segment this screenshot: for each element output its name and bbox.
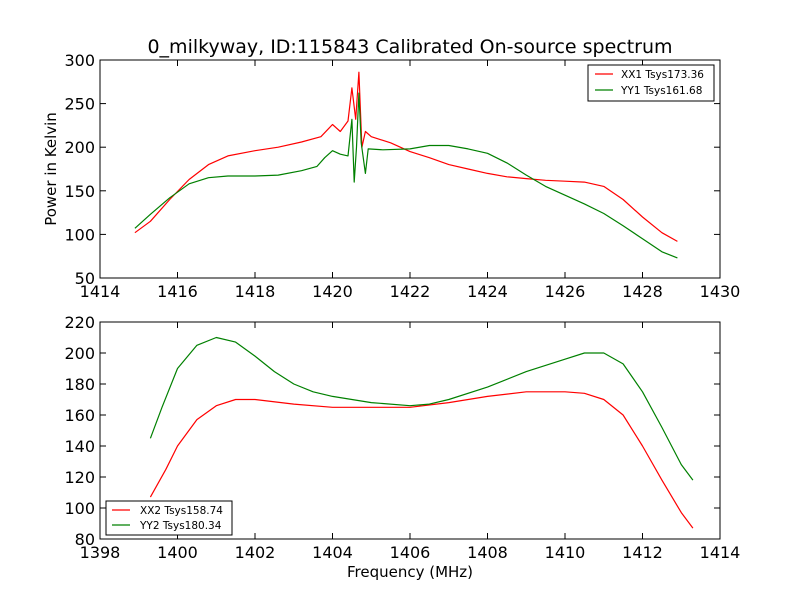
bottom-y-tick-label: 180 [64,375,95,394]
top-x-tick-label: 1424 [467,282,508,301]
bottom-chart-panel: 1398 1400 1402 1404 1406 1408 1410 1412 1414 80 10… [64,313,740,581]
top-legend-box [587,64,715,102]
bottom-axis-ticks: 1398 1400 1402 1404 1406 1408 1410 1412 1414 80 10… [64,313,740,562]
top-y-tick-label: 150 [64,182,95,201]
bottom-x-tick-label: 1402 [235,543,276,562]
top-x-tick-label: 1414 [80,282,121,301]
top-legend: XX1 Tsys173.36 YY1 Tsys161.68 [587,64,715,102]
top-y-tick-label: 100 [64,225,95,244]
bottom-legend: XX2 Tsys158.74 YY2 Tsys180.34 [105,500,233,536]
top-x-tick-label: 1416 [157,282,198,301]
chart-title: 0_milkyway, ID:115843 Calibrated On-sour… [147,36,672,58]
top-y-axis-label: Power in Kelvin [42,112,60,226]
bottom-y-tick-label: 120 [64,468,95,487]
bottom-y-tick-label: 200 [64,344,95,363]
top-x-tick-label: 1422 [390,282,431,301]
bottom-y-tick-label: 220 [64,313,95,332]
top-x-tick-label: 1418 [235,282,276,301]
top-y-tick-label: 200 [64,138,95,157]
bottom-series-line-1 [149,391,694,529]
top-x-tick-label: 1426 [545,282,586,301]
bottom-x-tick-label: 1414 [700,543,741,562]
bottom-x-axis-label: Frequency (MHz) [347,563,473,581]
top-x-tick-label: 1420 [312,282,353,301]
top-x-tick-label: 1428 [622,282,663,301]
legend-label-xx1: XX1 Tsys173.36 [621,69,704,81]
bottom-y-tick-label: 100 [64,499,95,518]
top-y-tick-label: 50 [75,269,95,288]
top-plot-frame [99,59,721,279]
bottom-x-tick-label: 1400 [157,543,198,562]
top-series-line-1 [134,71,678,242]
bottom-y-tick-label: 160 [64,406,95,425]
bottom-x-tick-label: 1412 [622,543,663,562]
top-series-group [134,71,678,259]
legend-label-yy2: YY2 Tsys180.34 [139,520,222,532]
top-chart-panel: 0_milkyway, ID:115843 Calibrated On-sour… [42,36,740,301]
top-series-line-2 [134,92,678,259]
bottom-x-tick-label: 1404 [312,543,353,562]
bottom-plot-frame [99,321,721,540]
bottom-legend-box [105,500,233,536]
bottom-x-tick-label: 1398 [80,543,121,562]
top-x-tick-label: 1430 [700,282,741,301]
bottom-y-tick-label: 140 [64,437,95,456]
top-axis-ticks: 1414 1416 1418 1420 1422 1424 1426 1428 1430 50 10… [64,51,740,301]
bottom-series-line-2 [149,336,694,481]
bottom-series-group [149,336,694,529]
top-y-tick-label: 250 [64,95,95,114]
bottom-y-tick-label: 80 [75,530,95,549]
bottom-x-tick-label: 1410 [545,543,586,562]
bottom-x-tick-label: 1406 [390,543,431,562]
legend-label-yy1: YY1 Tsys161.68 [620,85,702,97]
legend-label-xx2: XX2 Tsys158.74 [140,505,223,517]
top-y-tick-label: 300 [64,51,95,70]
bottom-x-tick-label: 1408 [467,543,508,562]
